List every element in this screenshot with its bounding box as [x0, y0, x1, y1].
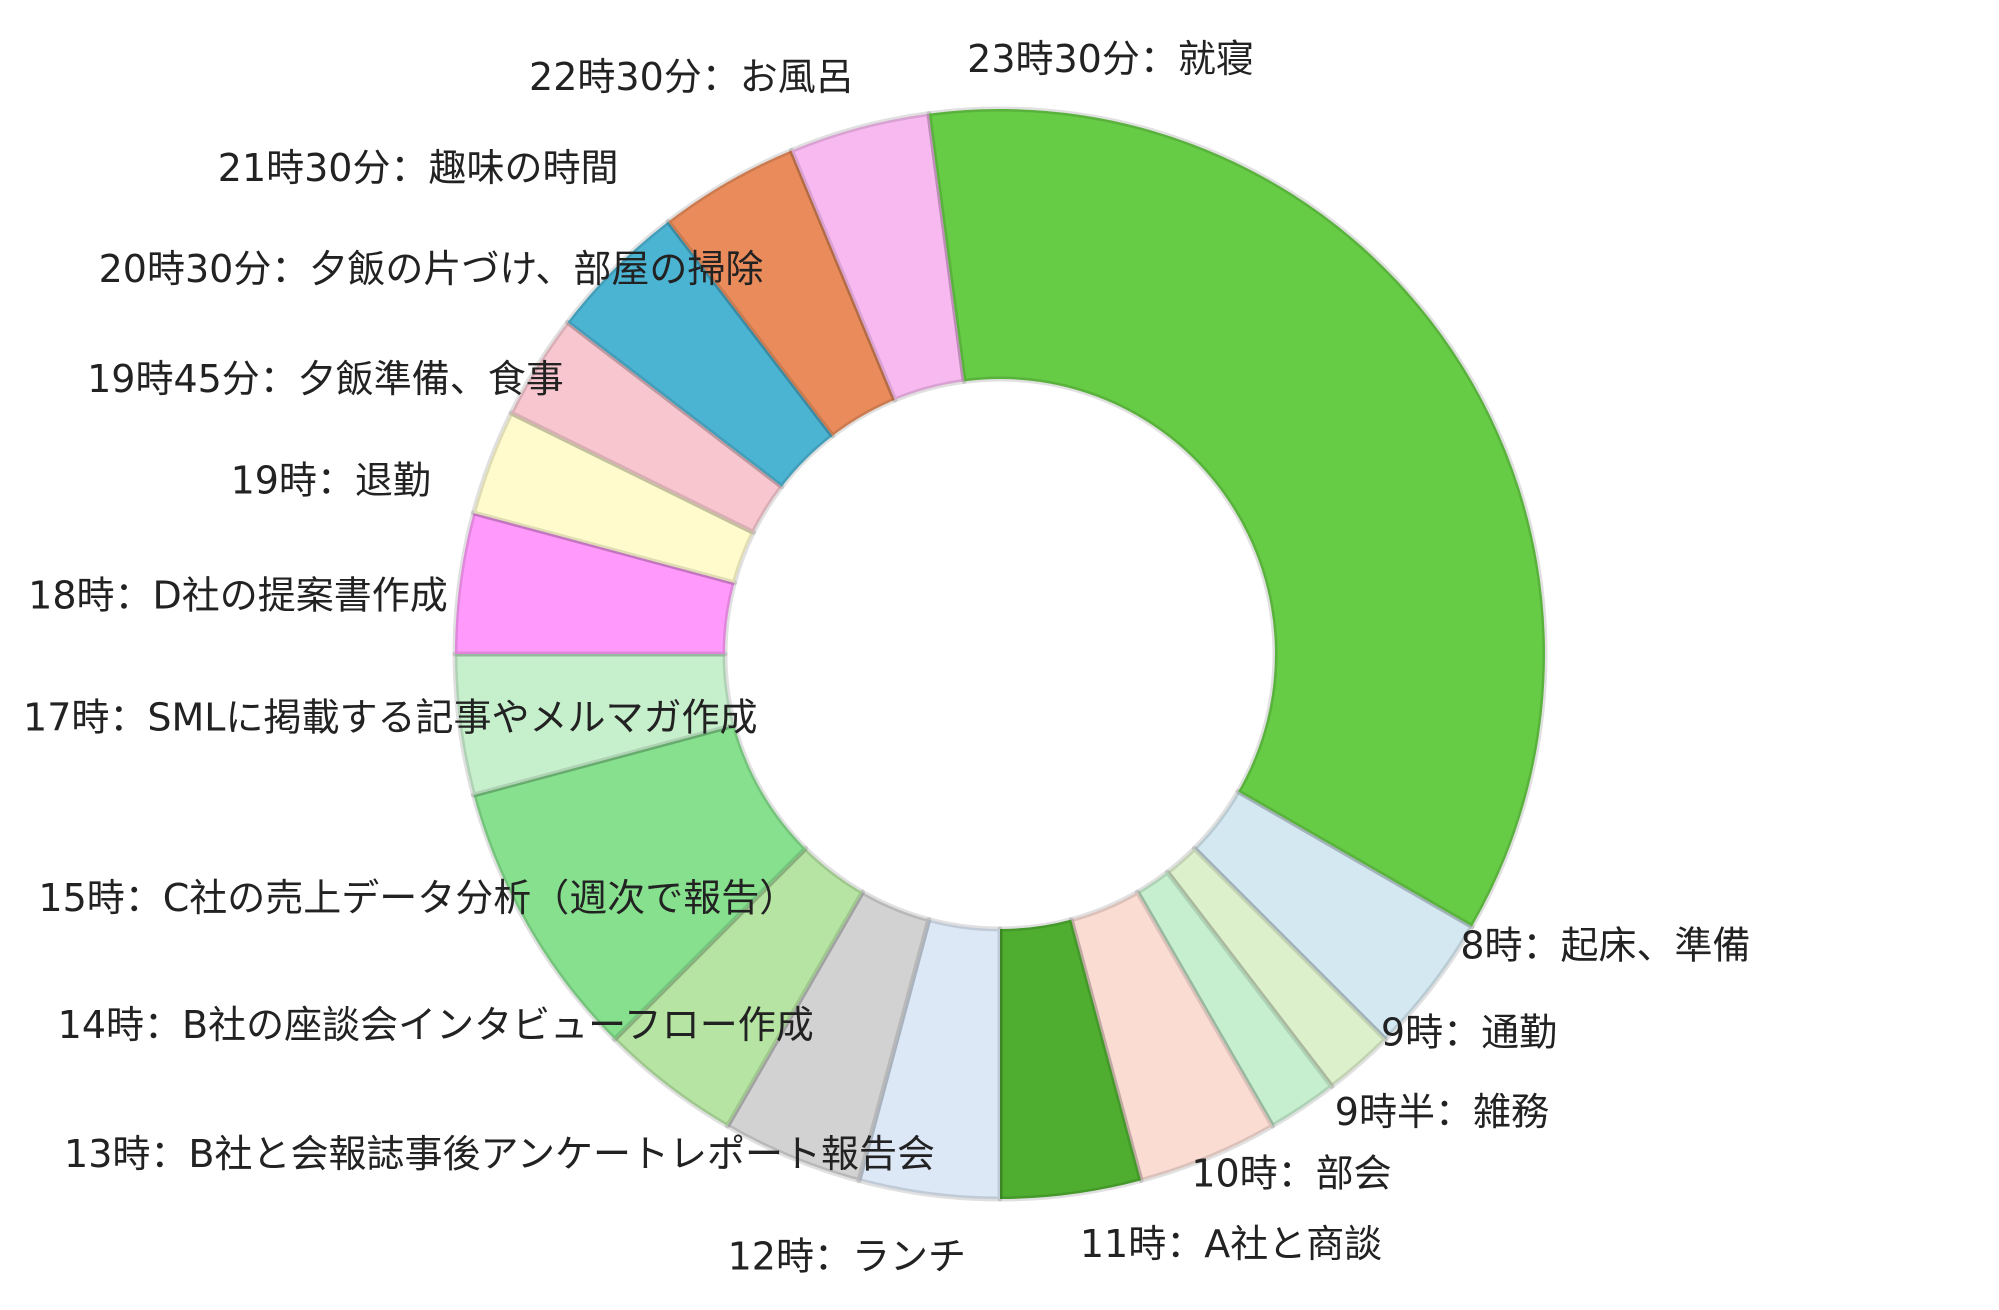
- slice-label: 17時：SMLに掲載する記事やメルマガ作成: [23, 695, 757, 739]
- slice-label: 18時：D社の提案書作成: [28, 574, 448, 618]
- slice-label: 9時半：雑務: [1335, 1090, 1549, 1134]
- donut-slice: [856, 917, 1003, 1202]
- slice-label: 23時30分：就寝: [967, 37, 1254, 81]
- slice-label: 13時：B社と会報誌事後アンケートレポート報告会: [64, 1132, 935, 1176]
- slice-label: 19時：退勤: [231, 458, 431, 502]
- donut-slice: [508, 319, 785, 535]
- slice-label: 11時：A社と商談: [1080, 1222, 1382, 1266]
- donut-slice: [452, 510, 737, 657]
- donut-slice: [565, 219, 836, 490]
- slice-label: 14時：B社の座談会インタビューフロー作成: [58, 1003, 814, 1047]
- donut-slice: [788, 111, 967, 403]
- slice-label: 12時：ランチ: [728, 1235, 966, 1279]
- donut-slice: [1164, 845, 1388, 1089]
- donut-slice: [471, 722, 809, 1042]
- slice-label: 15時：C社の売上データ分析（週次で報告）: [38, 876, 797, 920]
- slice-label: 22時30分：お風呂: [529, 55, 854, 99]
- slice-label: 19時45分：夕飯準備、食事: [87, 357, 564, 401]
- slice-label: 9時：通勤: [1381, 1011, 1557, 1055]
- slice-label: 20時30分：夕飯の片づけ、部屋の掃除: [99, 247, 764, 291]
- donut-slice: [471, 410, 756, 586]
- slice-label: 8時：起床、準備: [1460, 923, 1750, 967]
- donut-slice: [1068, 889, 1275, 1183]
- donut-slice: [926, 106, 1548, 929]
- slice-label: 21時30分：趣味の時間: [218, 146, 619, 190]
- slice-label: 10時：部会: [1191, 1151, 1391, 1195]
